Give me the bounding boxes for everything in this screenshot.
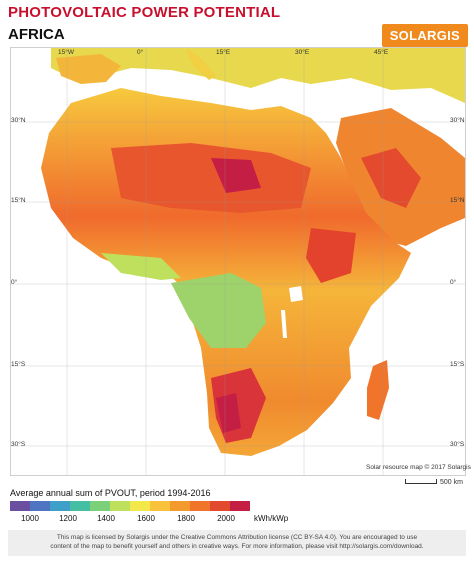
legend-swatch <box>170 501 190 511</box>
gulf-of-guinea-coast <box>101 253 181 280</box>
lat-label-15s: 15°S <box>11 361 26 368</box>
legend-swatch <box>110 501 130 511</box>
footer-line-1: This map is licensed by Solargis under t… <box>56 534 418 541</box>
lake-victoria <box>289 286 303 302</box>
madagascar-landmass <box>367 360 389 420</box>
pvout-map <box>10 47 466 476</box>
lat-label-equator: 0° <box>11 279 18 286</box>
lon-label-15e: 15°E <box>216 49 231 56</box>
legend-tick: 1600 <box>137 514 155 523</box>
lon-label-30e: 30°E <box>295 49 310 56</box>
legend-swatch <box>130 501 150 511</box>
legend-swatch <box>190 501 210 511</box>
legend-swatch <box>50 501 70 511</box>
italy-landmass <box>186 48 216 80</box>
footer-line-2[interactable]: content of the map to benefit yourself a… <box>50 543 424 550</box>
map-credit: Solar resource map © 2017 Solargis <box>366 464 471 471</box>
central-africa-belt <box>171 273 266 348</box>
lat-label-30s-right: 30°S <box>450 441 465 448</box>
lat-label-15s-right: 15°S <box>450 361 465 368</box>
legend-swatch <box>10 501 30 511</box>
legend-swatch <box>70 501 90 511</box>
legend-tick: 2000 <box>217 514 235 523</box>
namibia-peak <box>216 393 241 433</box>
legend-swatch <box>90 501 110 511</box>
legend-swatch <box>30 501 50 511</box>
legend-swatch <box>210 501 230 511</box>
iberia-landmass <box>56 54 121 84</box>
lon-label-0: 0° <box>137 49 144 56</box>
east-africa-highlands <box>306 228 356 283</box>
arabia-hotspot <box>361 148 421 208</box>
legend-tick: 1200 <box>59 514 77 523</box>
map-title: PHOTOVOLTAIC POWER POTENTIAL <box>8 4 281 21</box>
legend-swatch <box>150 501 170 511</box>
legend-tick: 1800 <box>177 514 195 523</box>
lat-label-15n: 15°N <box>11 197 26 204</box>
lat-label-equator-right: 0° <box>450 279 457 286</box>
lat-label-15n-right: 15°N <box>450 197 465 204</box>
legend-swatch <box>230 501 250 511</box>
lat-label-30n: 30°N <box>11 117 26 124</box>
graticule <box>11 48 465 475</box>
lon-label-45e: 45°E <box>374 49 389 56</box>
sahara-hotspot <box>111 143 311 213</box>
lake-tanganyika <box>281 310 287 338</box>
legend-tick: 1400 <box>97 514 115 523</box>
legend-title: Average annual sum of PVOUT, period 1994… <box>10 488 211 498</box>
solargis-logo[interactable]: SOLARGIS <box>381 24 468 47</box>
sahara-peak <box>211 158 261 193</box>
europe-landmass <box>51 48 465 103</box>
map-subtitle: AFRICA <box>8 26 65 43</box>
license-footer: This map is licensed by Solargis under t… <box>8 530 466 556</box>
scale-bar <box>405 479 437 484</box>
lon-label-15w: 15°W <box>58 49 74 56</box>
legend-tick: 1000 <box>21 514 39 523</box>
lat-label-30n-right: 30°N <box>450 117 465 124</box>
lat-label-30s: 30°S <box>11 441 26 448</box>
legend-color-bar <box>10 501 250 511</box>
legend-unit: kWh/kWp <box>254 514 289 523</box>
map-canvas <box>11 48 465 475</box>
scale-label: 500 km <box>440 479 463 486</box>
